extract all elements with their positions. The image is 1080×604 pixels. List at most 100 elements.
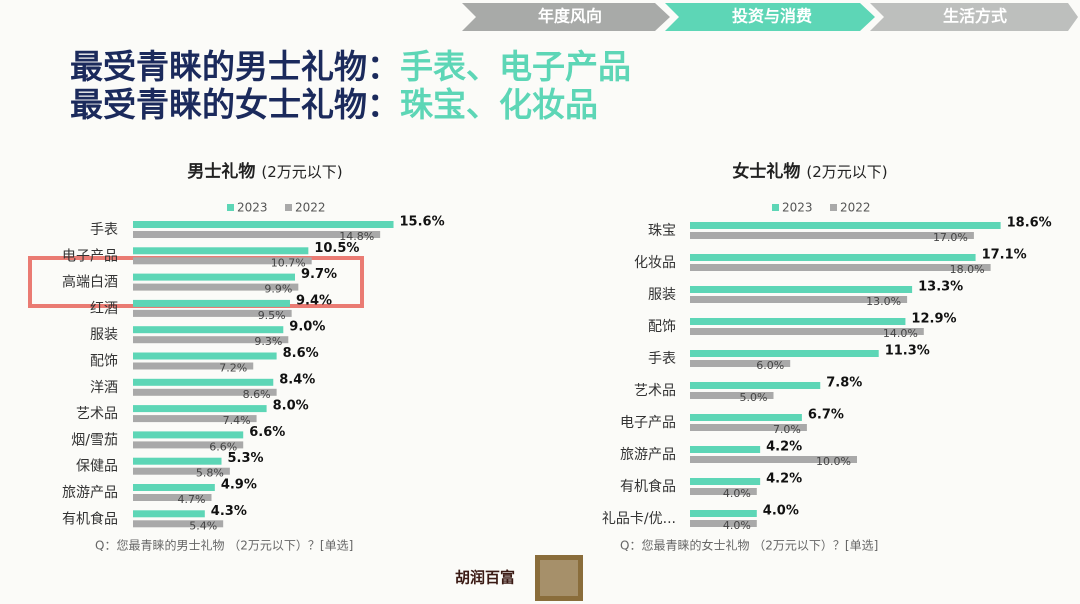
bar: [690, 478, 761, 485]
bar: [690, 328, 924, 335]
legend-swatch: [772, 204, 779, 211]
value-label: 14.8%: [339, 230, 374, 243]
value-label: 9.5%: [258, 309, 286, 322]
bar: [133, 326, 284, 334]
category-label: 艺术品: [76, 406, 118, 422]
value-label: 9.9%: [264, 283, 292, 296]
bar: [133, 221, 394, 228]
value-label: 4.2%: [766, 472, 802, 487]
bar: [690, 222, 1001, 229]
bar: [690, 414, 802, 421]
value-label: 4.0%: [723, 487, 751, 500]
value-label: 10.5%: [314, 241, 359, 256]
bar: [133, 388, 277, 396]
nav-tab[interactable]: [870, 3, 1078, 31]
bar: [133, 247, 309, 255]
bar: [133, 415, 257, 423]
question-note: Q：您最青睐的女士礼物 （2万元以下）？[单选]: [620, 538, 878, 553]
bar: [133, 431, 244, 439]
bar: [133, 257, 312, 265]
category-label: 有机食品: [620, 478, 676, 495]
value-label: 15.6%: [400, 215, 445, 230]
legend-swatch: [285, 204, 292, 211]
bar: [690, 424, 807, 431]
bar: [133, 457, 222, 465]
value-label: 17.1%: [982, 248, 1027, 263]
bar: [133, 467, 230, 475]
nav-label[interactable]: 生活方式: [943, 7, 1007, 26]
value-label: 11.3%: [885, 344, 930, 359]
category-label: 有机食品: [62, 510, 118, 527]
value-label: 8.0%: [273, 399, 309, 414]
nav-label[interactable]: 投资与消费: [732, 7, 812, 26]
chart-subtitle: (2万元以下): [261, 163, 342, 181]
legend-label: 2022: [840, 201, 871, 215]
value-label: 6.6%: [209, 440, 237, 453]
bar: [133, 510, 205, 518]
value-label: 7.4%: [223, 414, 251, 427]
bar: [133, 309, 292, 317]
value-label: 5.0%: [740, 391, 768, 404]
category-label: 手表: [90, 222, 118, 238]
headline: 最受青睐的男士礼物：手表、电子产品: [70, 47, 631, 86]
value-label: 8.4%: [279, 372, 315, 387]
bar: [133, 273, 295, 281]
value-label: 5.4%: [189, 519, 217, 532]
value-label: 7.8%: [826, 376, 862, 391]
bar: [690, 360, 791, 367]
bar: [133, 299, 290, 307]
chart-title: 女士礼物 (2万元以下): [732, 161, 887, 182]
bar: [133, 441, 244, 449]
value-label: 6.7%: [808, 408, 844, 423]
bar: [133, 352, 277, 360]
nav-tab[interactable]: [665, 3, 875, 31]
award-logo-inner: [540, 560, 578, 596]
value-label: 9.0%: [289, 320, 325, 335]
category-label: 手表: [648, 351, 676, 367]
value-label: 18.0%: [950, 263, 985, 276]
bar: [690, 264, 991, 271]
headline-highlight: 珠宝、化妆品: [400, 85, 598, 124]
category-label: 电子产品: [62, 248, 118, 264]
headline: 最受青睐的女士礼物：珠宝、化妆品: [70, 85, 598, 124]
bar: [133, 405, 267, 413]
category-label: 保健品: [76, 459, 118, 475]
bar: [690, 318, 906, 325]
value-label: 4.2%: [766, 440, 802, 455]
category-label: 旅游产品: [620, 447, 676, 463]
bar: [690, 254, 976, 261]
bar: [133, 283, 299, 291]
value-label: 4.3%: [211, 504, 247, 519]
value-label: 14.0%: [883, 327, 918, 340]
value-label: 9.7%: [301, 267, 337, 282]
bar: [133, 336, 289, 344]
bar: [133, 494, 212, 501]
question-note: Q：您最青睐的男士礼物 （2万元以下）？[单选]: [95, 538, 353, 553]
bar: [133, 362, 254, 370]
value-label: 4.0%: [723, 519, 751, 532]
category-label: 服装: [648, 287, 676, 303]
chart-title-main: 女士礼物: [732, 161, 800, 182]
bar: [133, 231, 381, 238]
value-label: 4.9%: [221, 478, 257, 493]
category-label: 配饰: [90, 354, 118, 370]
category-label: 电子产品: [620, 415, 676, 431]
legend-label: 2023: [782, 201, 813, 215]
bar: [690, 350, 879, 357]
value-label: 8.6%: [283, 346, 319, 361]
category-label: 服装: [90, 327, 118, 343]
bar: [690, 488, 757, 495]
value-label: 6.6%: [249, 425, 285, 440]
nav-label[interactable]: 年度风向: [538, 7, 602, 26]
award-logo: [535, 555, 583, 601]
value-label: 17.0%: [933, 231, 968, 244]
nav-tab[interactable]: [462, 3, 670, 31]
category-label: 红酒: [90, 301, 118, 317]
bar: [133, 378, 274, 386]
value-label: 4.7%: [178, 493, 206, 506]
headline-lead: 最受青睐的男士礼物：: [70, 47, 400, 86]
legend-swatch: [830, 204, 837, 211]
category-label: 礼品卡/优...: [602, 511, 676, 527]
